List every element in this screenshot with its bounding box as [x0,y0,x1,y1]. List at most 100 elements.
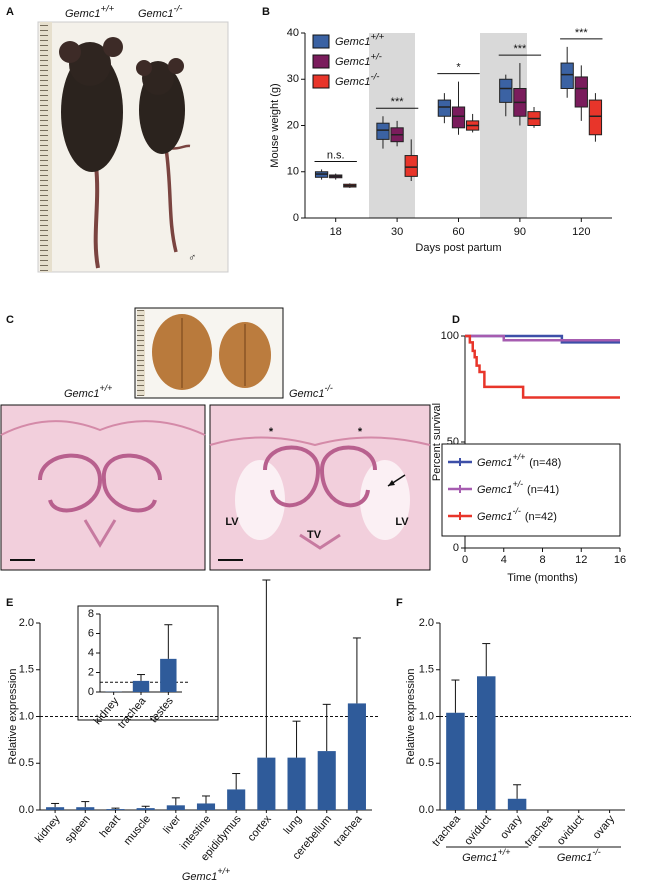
x-tick-label: 120 [572,226,590,238]
y-tick-label: 6 [88,627,94,639]
y-tick-label: 0.5 [419,757,434,769]
bar [46,807,65,810]
bar [257,757,276,810]
x-tick-label: lung [282,813,305,837]
bar [477,676,496,810]
gene: Gemc1 [64,388,99,400]
x-tick-label: trachea [430,812,463,848]
x-tick-label: ovary [498,813,525,842]
box [437,99,452,117]
genotype-label: Gemc1-/- [138,3,182,20]
genotype-sup: +/+ [217,866,230,876]
x-tick-label: 60 [452,226,464,238]
genotype-label: Gemc1-/- [557,847,601,864]
legend-suffix: (n=41) [527,484,559,496]
gene: Gemc1 [477,457,512,469]
significance-label: n.s. [327,149,345,161]
legend-suffix: (n=42) [525,511,557,523]
genotype-sup: -/- [512,506,520,516]
x-tick-label: heart [98,813,123,840]
significance-label: *** [391,96,405,108]
box [376,122,390,140]
bar [166,805,185,810]
bar [106,809,125,810]
x-axis-label: Time (months) [507,572,578,584]
y-tick-label: 30 [287,73,299,85]
x-axis-label: Days post partum [415,242,501,254]
region-label: TV [307,529,322,541]
bar [347,703,366,810]
gene: Gemc1 [335,36,370,48]
bar [136,808,155,810]
genotype-sup: -/- [592,847,600,857]
bar [317,751,336,810]
genotype-label: Gemc1-/- [289,383,333,400]
y-tick-label: 0 [453,542,459,554]
y-tick-label: 100 [441,330,459,342]
region-label: LV [225,516,239,528]
x-tick-label: 90 [514,226,526,238]
survival-line [465,334,620,399]
legend-swatch [312,74,330,89]
genotype-sup: +/- [370,51,381,62]
genotype-sup: +/+ [498,847,511,857]
box [404,155,418,177]
panel-label: D [452,314,460,326]
survival-line [465,334,620,342]
significance-label: * [456,61,461,73]
x-tick-label: oviduct [555,813,587,847]
genotype-sup: +/+ [99,383,112,393]
brain-photo [134,307,284,399]
x-tick-label: oviduct [462,813,494,847]
y-axis-label: Relative expression [7,669,19,765]
shade [480,33,527,218]
y-tick-label: 10 [287,166,299,178]
gene: Gemc1 [289,388,324,400]
gene: Gemc1 [182,871,217,883]
y-tick-label: 1.0 [419,710,434,722]
x-tick-label: 8 [539,554,545,566]
bar [507,798,527,810]
bar [446,712,465,810]
box [574,76,588,108]
significance-label: *** [513,43,527,55]
bar [227,789,246,810]
y-axis-label: Percent survival [431,403,443,481]
legend-swatch [312,54,330,69]
y-tick-label: 0.0 [19,804,34,816]
box [499,78,513,103]
y-tick-label: 0.5 [19,757,34,769]
panel-label: F [396,597,403,609]
box [560,62,574,89]
genotype-sup: -/- [173,3,182,14]
y-tick-label: 2 [88,666,94,678]
panel-label: B [262,6,270,18]
bar [160,658,177,692]
legend-label: Gemc1+/+ (n=48) [477,452,561,469]
x-tick-label: muscle [122,813,154,847]
genotype-label: Gemc1+/+ [182,866,230,883]
gene: Gemc1 [557,852,592,864]
y-axis-label: Relative expression [405,669,417,765]
x-tick-label: liver [161,813,183,836]
box [588,99,603,136]
genotype-sup: -/- [324,383,332,393]
legend-label: Gemc1-/- [335,71,379,88]
genotype-sup: -/- [370,71,379,82]
bar [76,807,95,810]
genotype-sup: +/- [512,479,523,489]
genotype-label: Gemc1+/+ [462,847,510,864]
x-tick-label: 12 [575,554,587,566]
legend-label: Gemc1+/- (n=41) [477,479,559,496]
x-tick-label: kidney [33,813,63,845]
y-tick-label: 1.5 [19,664,34,676]
x-tick-label: trachea [523,812,556,848]
mouse-photo [37,21,229,273]
gene: Gemc1 [335,56,370,68]
y-tick-label: 1.0 [19,710,34,722]
y-tick-label: 4 [88,647,94,659]
x-tick-label: 18 [330,226,342,238]
genotype-sup: +/+ [100,3,114,14]
genotype-label: Gemc1+/+ [64,383,112,400]
